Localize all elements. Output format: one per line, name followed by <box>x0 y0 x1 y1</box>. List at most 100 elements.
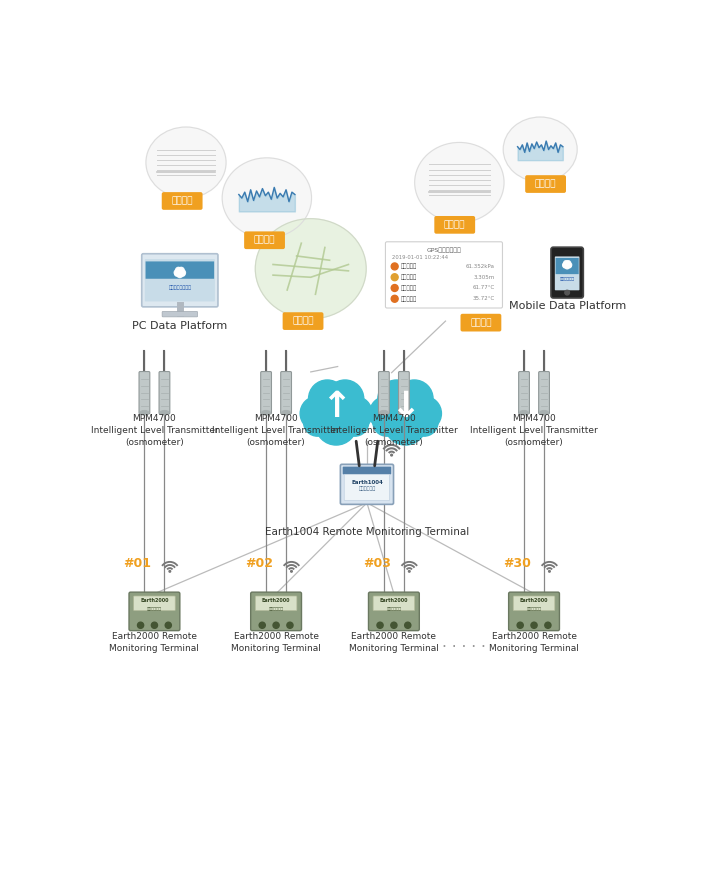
FancyBboxPatch shape <box>373 596 415 611</box>
Ellipse shape <box>146 127 226 198</box>
Text: #01: #01 <box>123 558 152 570</box>
Circle shape <box>291 571 292 572</box>
Circle shape <box>517 623 523 628</box>
Ellipse shape <box>256 219 366 318</box>
Circle shape <box>316 404 357 445</box>
Ellipse shape <box>520 410 528 415</box>
Text: MPM4700
Intelligent Level Transmitter
(osmometer): MPM4700 Intelligent Level Transmitter (o… <box>470 414 598 447</box>
Ellipse shape <box>140 410 149 415</box>
Circle shape <box>391 274 398 281</box>
Circle shape <box>300 396 334 431</box>
Circle shape <box>304 409 332 436</box>
Circle shape <box>174 270 180 276</box>
Circle shape <box>180 270 185 276</box>
Circle shape <box>169 571 170 572</box>
Text: Earth2000: Earth2000 <box>262 598 291 603</box>
FancyBboxPatch shape <box>518 372 529 414</box>
Circle shape <box>177 271 183 277</box>
Text: Earth1004: Earth1004 <box>351 480 383 485</box>
Circle shape <box>178 268 184 273</box>
Ellipse shape <box>379 410 388 415</box>
Text: Earth2000: Earth2000 <box>520 598 548 603</box>
Circle shape <box>405 623 411 628</box>
FancyBboxPatch shape <box>256 596 297 611</box>
Text: Earth1004 Remote Monitoring Terminal: Earth1004 Remote Monitoring Terminal <box>265 526 469 537</box>
FancyBboxPatch shape <box>134 596 175 611</box>
Text: Earth2000 Remote
Monitoring Terminal: Earth2000 Remote Monitoring Terminal <box>231 632 321 653</box>
Text: ↓: ↓ <box>390 391 420 425</box>
FancyBboxPatch shape <box>145 261 214 278</box>
Circle shape <box>566 260 571 266</box>
Text: 远程测控终端: 远程测控终端 <box>268 607 284 611</box>
Circle shape <box>564 264 570 268</box>
FancyBboxPatch shape <box>555 256 579 290</box>
FancyBboxPatch shape <box>129 592 180 631</box>
Text: 趋势分析: 趋势分析 <box>535 179 556 188</box>
Circle shape <box>137 623 144 628</box>
Text: 温度传感器: 温度传感器 <box>401 296 417 301</box>
Ellipse shape <box>160 410 169 415</box>
Circle shape <box>165 623 171 628</box>
Text: #30: #30 <box>503 558 531 570</box>
Circle shape <box>175 268 181 273</box>
Text: Mobile Data Platform: Mobile Data Platform <box>508 301 626 311</box>
FancyBboxPatch shape <box>379 372 390 414</box>
Ellipse shape <box>415 143 504 222</box>
Circle shape <box>176 268 184 277</box>
Circle shape <box>391 454 392 456</box>
FancyBboxPatch shape <box>538 372 549 414</box>
Circle shape <box>563 260 569 266</box>
Text: 远程测控终端: 远程测控终端 <box>147 607 162 611</box>
Text: PC Data Platform: PC Data Platform <box>132 321 228 331</box>
Circle shape <box>377 623 383 628</box>
Circle shape <box>341 409 369 436</box>
FancyBboxPatch shape <box>162 192 203 210</box>
Circle shape <box>391 285 398 292</box>
FancyBboxPatch shape <box>283 312 324 330</box>
FancyBboxPatch shape <box>139 372 150 414</box>
FancyBboxPatch shape <box>525 175 566 193</box>
Text: Earth2000: Earth2000 <box>140 598 169 603</box>
FancyBboxPatch shape <box>340 465 394 504</box>
Text: 61.352kPa: 61.352kPa <box>466 264 495 268</box>
FancyBboxPatch shape <box>435 216 475 234</box>
Circle shape <box>378 380 415 417</box>
FancyBboxPatch shape <box>261 372 271 414</box>
Circle shape <box>409 571 410 572</box>
Text: MPM4700
Intelligent Level Transmitter
(osmometer): MPM4700 Intelligent Level Transmitter (o… <box>212 414 340 447</box>
Text: 实时数据: 实时数据 <box>470 318 492 327</box>
Text: Earth2000 Remote
Monitoring Terminal: Earth2000 Remote Monitoring Terminal <box>349 632 439 653</box>
Text: 35.72°C: 35.72°C <box>473 296 495 301</box>
FancyBboxPatch shape <box>162 311 198 317</box>
Text: Earth2000: Earth2000 <box>379 598 408 603</box>
Circle shape <box>287 623 293 628</box>
FancyBboxPatch shape <box>369 592 420 631</box>
Circle shape <box>391 295 398 302</box>
Circle shape <box>391 623 397 628</box>
Text: 倾斜传感器: 倾斜传感器 <box>401 285 417 291</box>
Circle shape <box>563 263 567 267</box>
Circle shape <box>373 409 400 436</box>
Circle shape <box>273 623 279 628</box>
Text: 实时在线: 实时在线 <box>292 317 314 326</box>
Text: #03: #03 <box>363 558 391 570</box>
Ellipse shape <box>262 410 271 415</box>
Text: #02: #02 <box>245 558 273 570</box>
Text: 远程监控终端系统: 远程监控终端系统 <box>168 285 191 291</box>
Circle shape <box>568 264 571 268</box>
Circle shape <box>175 272 179 277</box>
Circle shape <box>384 404 426 445</box>
Ellipse shape <box>540 410 548 415</box>
FancyBboxPatch shape <box>281 372 291 414</box>
Text: 数据分析: 数据分析 <box>253 235 275 244</box>
FancyBboxPatch shape <box>159 372 170 414</box>
Text: 远程测控终端: 远程测控终端 <box>526 607 541 611</box>
Text: 数据查询: 数据查询 <box>444 220 465 229</box>
FancyBboxPatch shape <box>142 253 218 307</box>
Circle shape <box>407 396 442 431</box>
Text: Earth2000 Remote
Monitoring Terminal: Earth2000 Remote Monitoring Terminal <box>489 632 579 653</box>
Circle shape <box>548 571 551 572</box>
Circle shape <box>180 272 185 277</box>
Circle shape <box>338 396 372 431</box>
FancyBboxPatch shape <box>251 592 301 631</box>
